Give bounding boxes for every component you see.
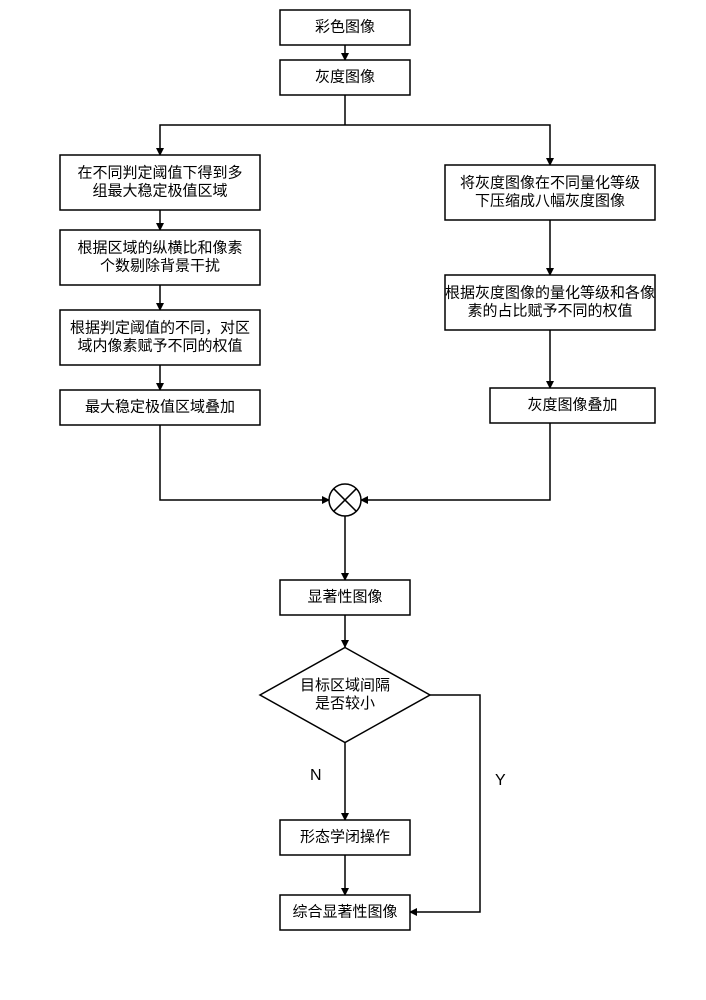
node-n11-text: 形态学闭操作 — [300, 828, 390, 845]
edge-label-N: N — [310, 767, 322, 784]
node-n5-text: 域内像素赋予不同的权值 — [77, 337, 242, 354]
node-n5-text: 根据判定阈值的不同，对区 — [70, 319, 250, 336]
edge-split-n3 — [160, 125, 345, 155]
node-n12-text: 综合显著性图像 — [292, 903, 397, 920]
edge-n6-op — [160, 425, 329, 500]
node-n1-text: 彩色图像 — [315, 18, 375, 35]
node-n9-text: 灰度图像叠加 — [527, 396, 617, 413]
flowchart-svg: 彩色图像灰度图像在不同判定阈值下得到多组最大稳定极值区域根据区域的纵横比和像素个… — [0, 0, 706, 1000]
node-n8-text: 根据灰度图像的量化等级和各像 — [445, 283, 655, 301]
edge-d1-n12 — [410, 695, 480, 912]
node-n4-text: 根据区域的纵横比和像素 — [77, 239, 242, 256]
node-n3-text: 在不同判定阈值下得到多 — [77, 164, 242, 181]
node-n4-text: 个数剔除背景干扰 — [100, 257, 220, 274]
node-d1-text: 目标区域间隔 — [300, 677, 390, 694]
node-d1-text: 是否较小 — [315, 694, 375, 712]
node-n10-text: 显著性图像 — [307, 588, 382, 605]
node-n7-text: 将灰度图像在不同量化等级 — [460, 173, 640, 191]
node-n7-text: 下压缩成八幅灰度图像 — [475, 192, 625, 209]
edge-split-n7 — [345, 125, 550, 165]
node-n8-text: 素的占比赋予不同的权值 — [467, 302, 632, 319]
node-n6-text: 最大稳定极值区域叠加 — [85, 398, 235, 415]
edge-label-Y: Y — [495, 772, 506, 789]
edge-n9-op — [361, 423, 550, 500]
node-n3-text: 组最大稳定极值区域 — [92, 182, 227, 199]
node-n2-text: 灰度图像 — [315, 68, 375, 85]
